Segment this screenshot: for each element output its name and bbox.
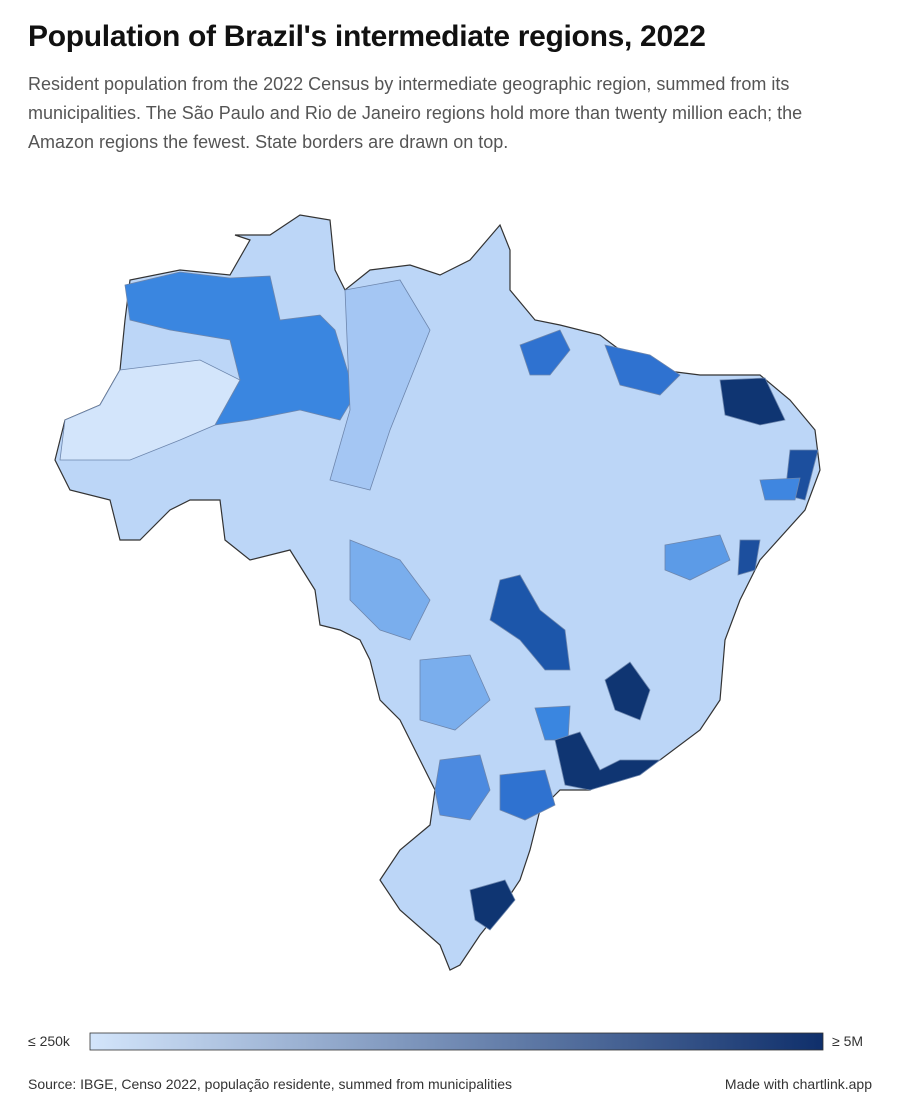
region xyxy=(604,661,651,721)
regions xyxy=(54,214,821,971)
region xyxy=(554,731,662,791)
region xyxy=(719,377,786,426)
region xyxy=(499,769,556,821)
region xyxy=(519,329,571,376)
region xyxy=(419,654,491,731)
region xyxy=(329,279,431,491)
title: Population of Brazil's intermediate regi… xyxy=(28,20,706,53)
region xyxy=(124,271,356,426)
region xyxy=(349,539,431,641)
color-scale xyxy=(89,1032,824,1051)
source: Source: IBGE, Censo 2022, população resi… xyxy=(28,1076,513,1092)
region xyxy=(434,754,491,821)
legend-max: ≥ 5M xyxy=(832,1033,864,1049)
region xyxy=(469,879,516,931)
region xyxy=(604,344,681,396)
credit: Made with chartlink.app xyxy=(724,1076,872,1092)
region xyxy=(489,574,571,671)
region xyxy=(737,539,761,576)
legend-min: ≤ 250k xyxy=(28,1033,70,1049)
region xyxy=(59,359,241,461)
subtitle: Resident population from the 2022 Census… xyxy=(28,74,803,152)
region xyxy=(759,477,801,501)
region xyxy=(664,534,731,581)
